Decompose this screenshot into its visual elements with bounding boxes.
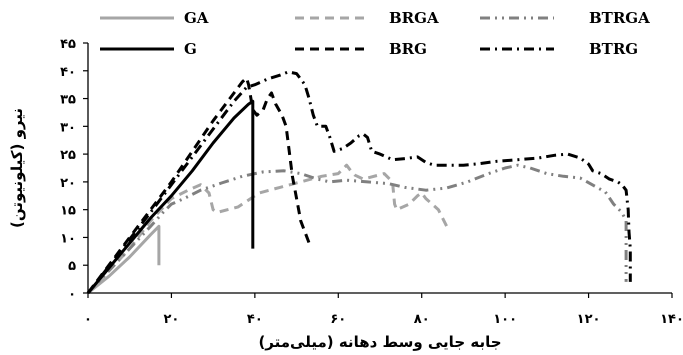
y-tick-label: ۰	[68, 287, 76, 302]
y-tick-label: ۵	[68, 259, 76, 274]
x-tick-label: ۰	[84, 312, 92, 327]
y-tick-label: ۲۵	[60, 148, 76, 163]
legend-label-brga: BRGA	[389, 9, 439, 27]
x-axis-title: جابه جایی وسط دهانه (میلی‌متر)	[258, 333, 501, 351]
x-tick-label: ۱۲۰	[577, 312, 601, 327]
legend: GA BRGA BTRGA G BRG BTRG	[100, 9, 650, 58]
x-tick-label: ۲۰	[163, 312, 179, 327]
y-tick-label: ۳۵	[60, 93, 76, 108]
x-tick-label: ۴۰	[247, 312, 263, 327]
x-tick-label: ۶۰	[330, 312, 346, 327]
legend-label-brg: BRG	[389, 40, 427, 58]
legend-label-ga: GA	[184, 9, 209, 27]
y-tick-label: ۴۵	[60, 37, 76, 52]
series-brga-line	[86, 163, 449, 295]
legend-label-g: G	[184, 40, 197, 58]
x-tick-label: ۱۴۰	[660, 312, 683, 327]
series-btrga-line	[86, 163, 628, 295]
y-axis-title: نیرو (کیلونیوتن)	[8, 108, 26, 228]
y-tick-label: ۳۰	[60, 120, 76, 135]
series-btrg-line	[86, 70, 632, 294]
plot-area	[86, 70, 632, 295]
y-tick-label: ۲۰	[60, 176, 76, 191]
y-tick-label: ۱۰	[60, 231, 76, 246]
legend-label-btrga: BTRGA	[589, 9, 650, 27]
legend-label-btrg: BTRG	[589, 40, 638, 58]
x-tick-label: ۱۰۰	[493, 312, 517, 327]
x-tick-label: ۸۰	[414, 312, 430, 327]
axes: ۰ ۵ ۱۰ ۱۵ ۲۰ ۲۵ ۳۰ ۳۵ ۴۰ ۴۵ ۰ ۲۰ ۴۰ ۶۰ ۸۰ ۱۰۰ ۱۲۰ ۱۴۰	[60, 37, 683, 327]
y-tick-label: ۴۰	[60, 65, 76, 80]
series-ga-line	[87, 224, 161, 295]
series-g-line	[86, 99, 255, 294]
y-tick-label: ۱۵	[60, 204, 76, 219]
series-brg-line	[86, 76, 311, 294]
